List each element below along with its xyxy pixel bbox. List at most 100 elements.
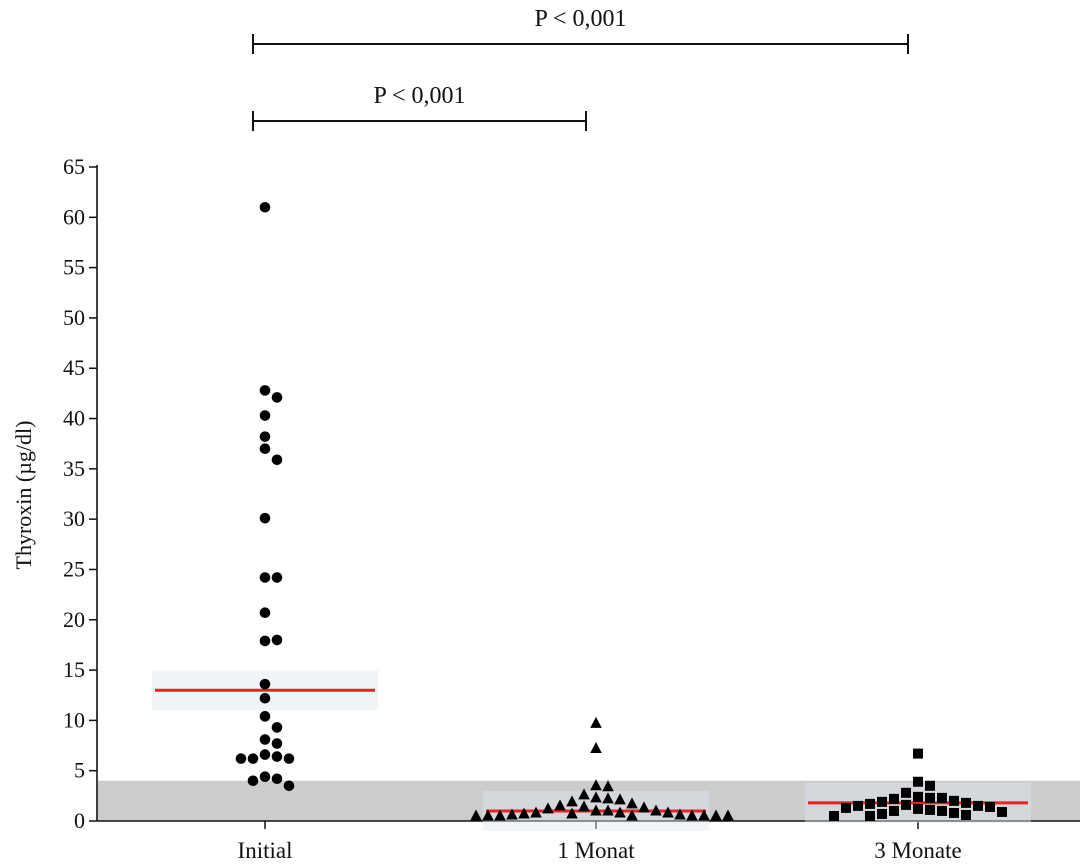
point-initial-6 <box>271 454 283 466</box>
y-tick-label-5: 5 <box>74 758 85 783</box>
point-initial-25 <box>271 773 283 785</box>
point-1-monat-6 <box>602 792 614 804</box>
point-3-monate-5 <box>925 792 935 803</box>
y-tick-label-15: 15 <box>63 657 85 682</box>
points-layer <box>235 201 1007 821</box>
point-1-monat-13 <box>542 802 554 814</box>
point-3-monate-12 <box>901 799 911 810</box>
point-1-monat-16 <box>650 804 662 816</box>
point-3-monate-22 <box>949 807 959 818</box>
point-initial-2 <box>271 392 283 403</box>
point-3-monate-24 <box>961 809 971 820</box>
point-initial-18 <box>271 738 283 749</box>
point-1-monat-29 <box>710 809 722 821</box>
point-3-monate-6 <box>937 792 947 803</box>
point-initial-22 <box>283 753 295 764</box>
point-3-monate-21 <box>997 806 1007 817</box>
point-3-monate-3 <box>901 787 911 798</box>
point-initial-13 <box>259 678 271 690</box>
comparison-label-0: P < 0,001 <box>374 83 466 109</box>
point-1-monat-5 <box>590 791 602 803</box>
point-1-monat-20 <box>566 807 578 819</box>
point-initial-27 <box>283 780 295 792</box>
point-1-monat-18 <box>530 806 542 818</box>
point-1-monat-4 <box>578 788 590 800</box>
point-initial-12 <box>271 634 283 646</box>
comparison-label-1: P < 0,001 <box>535 6 627 32</box>
point-1-monat-27 <box>698 809 710 821</box>
point-1-monat-23 <box>506 808 518 820</box>
point-1-monat-28 <box>482 809 494 821</box>
point-1-monat-30 <box>470 809 482 821</box>
point-initial-21 <box>247 753 259 764</box>
point-1-monat-31 <box>722 809 734 821</box>
point-3-monate-23 <box>877 808 887 819</box>
point-1-monat-9 <box>626 797 638 809</box>
point-1-monat-22 <box>674 808 686 820</box>
significance-layer: P < 0,001 P < 0,001 <box>252 6 909 131</box>
point-1-monat-15 <box>602 804 614 816</box>
point-3-monate-15 <box>985 801 995 812</box>
y-tick-label-45: 45 <box>63 355 85 380</box>
category-label-2: 3 Monate <box>874 838 962 863</box>
point-initial-24 <box>259 771 271 783</box>
category-label-1: 1 Monat <box>557 838 635 863</box>
point-1-monat-12 <box>638 801 650 813</box>
point-3-monate-11 <box>865 798 875 809</box>
point-initial-14 <box>259 692 271 704</box>
point-1-monat-1 <box>590 742 602 754</box>
axes-layer: 0 5 10 15 20 25 30 35 40 45 50 55 60 65 Initial 1 Monat… <box>63 154 1080 863</box>
point-3-monate-0 <box>913 748 923 759</box>
point-3-monate-8 <box>949 795 959 806</box>
y-tick-label-35: 35 <box>63 456 85 481</box>
y-tick-label-30: 30 <box>63 506 85 531</box>
point-3-monate-19 <box>937 805 947 816</box>
point-3-monate-7 <box>889 793 899 804</box>
point-1-monat-21 <box>518 807 530 819</box>
point-initial-11 <box>259 635 271 647</box>
point-1-monat-24 <box>626 809 638 821</box>
point-initial-20 <box>271 751 283 762</box>
point-1-monat-19 <box>662 806 674 818</box>
point-3-monate-14 <box>853 800 863 811</box>
point-initial-3 <box>259 410 271 421</box>
point-initial-17 <box>259 734 271 745</box>
point-1-monat-11 <box>578 800 590 812</box>
point-initial-19 <box>259 749 271 760</box>
point-3-monate-4 <box>913 791 923 802</box>
point-1-monat-2 <box>590 779 602 791</box>
point-initial-8 <box>259 572 271 583</box>
y-tick-label-55: 55 <box>63 255 85 280</box>
point-3-monate-17 <box>913 803 923 814</box>
point-initial-1 <box>259 385 271 396</box>
y-tick-label-0: 0 <box>74 808 85 833</box>
point-3-monate-1 <box>913 776 923 787</box>
point-1-monat-0 <box>590 716 602 728</box>
point-1-monat-10 <box>554 799 566 811</box>
point-3-monate-25 <box>865 810 875 821</box>
point-initial-26 <box>247 775 259 787</box>
y-tick-label-20: 20 <box>63 607 85 632</box>
point-1-monat-17 <box>614 806 626 818</box>
y-axis-label: Thyroxin (µg/dl) <box>11 421 36 570</box>
point-3-monate-18 <box>925 804 935 815</box>
point-3-monate-10 <box>961 797 971 808</box>
y-tick-label-65: 65 <box>63 154 85 179</box>
point-initial-7 <box>259 512 271 524</box>
point-3-monate-26 <box>829 810 839 821</box>
point-3-monate-13 <box>973 800 983 811</box>
point-1-monat-3 <box>602 780 614 792</box>
point-initial-9 <box>271 572 283 583</box>
point-1-monat-8 <box>566 795 578 807</box>
y-tick-label-25: 25 <box>63 556 85 581</box>
point-initial-23 <box>235 753 247 764</box>
point-1-monat-7 <box>614 793 626 805</box>
point-initial-10 <box>259 607 271 619</box>
y-tick-label-50: 50 <box>63 305 85 330</box>
point-initial-16 <box>271 722 283 733</box>
point-initial-5 <box>259 443 271 455</box>
point-3-monate-20 <box>889 805 899 816</box>
point-1-monat-25 <box>686 809 698 821</box>
point-initial-4 <box>259 431 271 442</box>
